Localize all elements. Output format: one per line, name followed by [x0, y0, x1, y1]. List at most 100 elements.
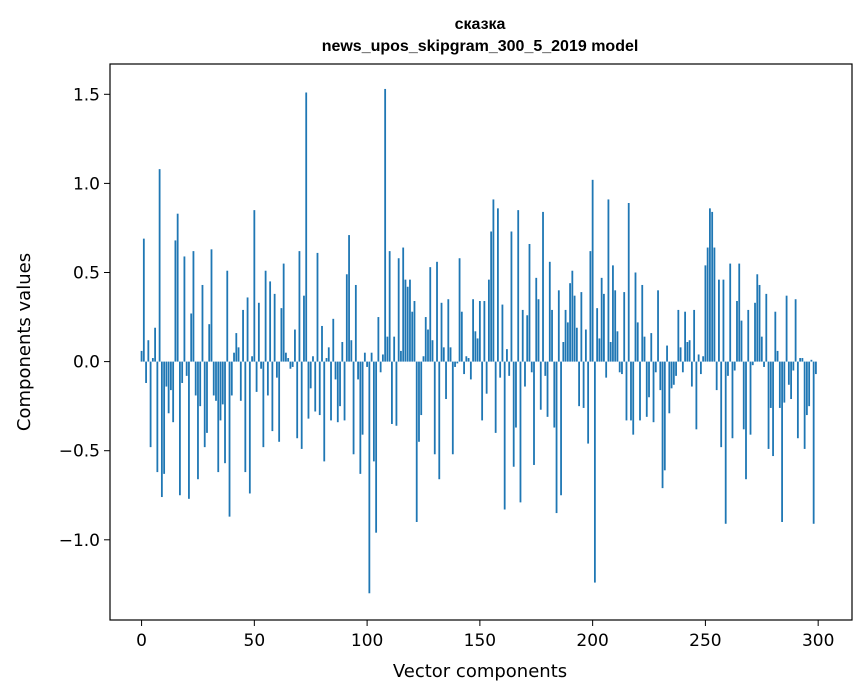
- bar: [174, 240, 177, 362]
- bar: [654, 361, 657, 373]
- bar: [670, 361, 673, 389]
- bar: [325, 358, 328, 362]
- bar: [357, 361, 359, 380]
- bar: [652, 361, 655, 423]
- bar: [409, 279, 411, 362]
- y-axis-ticks: −1.0 −0.5 0.0 0.5 1.0 1.5: [59, 85, 110, 551]
- bar: [621, 361, 623, 375]
- bar: [384, 88, 387, 362]
- bar: [303, 295, 305, 362]
- y-tick-label: 1.0: [73, 174, 100, 194]
- bar: [465, 356, 468, 362]
- bar: [420, 361, 423, 416]
- bar: [625, 361, 628, 421]
- bar: [693, 309, 696, 362]
- bar: [715, 361, 718, 391]
- bar: [449, 347, 452, 362]
- bar: [603, 293, 605, 362]
- bar: [539, 361, 542, 410]
- bar: [508, 361, 511, 376]
- x-tick-label: 250: [689, 631, 721, 651]
- bar: [808, 361, 811, 407]
- bar: [199, 361, 202, 407]
- bar: [765, 293, 768, 362]
- bar: [609, 342, 612, 362]
- bar: [751, 361, 754, 366]
- bar: [251, 356, 253, 362]
- bar: [370, 352, 373, 362]
- bar: [147, 340, 150, 362]
- bar: [630, 361, 632, 421]
- bar: [237, 347, 240, 362]
- bar: [210, 249, 213, 362]
- bar: [483, 301, 486, 362]
- bar: [163, 361, 166, 474]
- bar: [181, 361, 184, 383]
- bar: [742, 361, 745, 430]
- bar: [686, 342, 689, 362]
- bar: [756, 274, 759, 362]
- bar: [140, 350, 143, 362]
- bar: [481, 361, 484, 421]
- bar: [645, 361, 648, 417]
- bar: [614, 290, 617, 362]
- bar: [740, 320, 743, 362]
- bar: [379, 361, 382, 373]
- bar: [386, 336, 389, 362]
- bar: [472, 299, 474, 362]
- bar: [348, 235, 350, 362]
- bar: [485, 361, 488, 394]
- bar: [492, 199, 495, 362]
- bar: [377, 317, 380, 362]
- bar: [812, 361, 815, 524]
- bar: [266, 361, 269, 396]
- bar: [769, 361, 772, 408]
- bar: [560, 361, 562, 496]
- bar: [668, 361, 671, 414]
- bar: [296, 361, 299, 439]
- bar: [343, 361, 346, 421]
- bar: [528, 243, 531, 362]
- bar: [546, 361, 549, 417]
- bar: [535, 277, 538, 362]
- bar: [562, 342, 565, 362]
- bar: [663, 361, 666, 471]
- bar: [783, 361, 786, 403]
- bar: [517, 210, 520, 362]
- bar: [352, 361, 355, 455]
- bar: [636, 322, 639, 362]
- bar: [469, 361, 472, 380]
- bar: [699, 361, 702, 375]
- bar: [575, 327, 578, 362]
- bar: [677, 309, 680, 362]
- x-tick-label: 0: [136, 631, 147, 651]
- bar: [269, 281, 272, 362]
- bar: [305, 92, 308, 362]
- bar: [264, 270, 267, 362]
- bar: [551, 309, 553, 362]
- bar: [612, 265, 614, 362]
- bar: [402, 247, 405, 362]
- bar: [720, 361, 723, 448]
- chart-subtitle: news_upos_skipgram_300_5_2019 model: [322, 38, 639, 55]
- bar: [169, 361, 172, 391]
- bar: [206, 361, 208, 433]
- bar: [391, 361, 393, 424]
- bar: [172, 361, 175, 423]
- bar: [190, 313, 193, 362]
- bar: [239, 361, 242, 401]
- bar: [262, 361, 265, 448]
- bar: [354, 284, 357, 362]
- bar: [591, 179, 594, 362]
- bar: [192, 251, 195, 362]
- bar: [291, 361, 294, 367]
- bar: [185, 361, 188, 376]
- bar: [648, 361, 650, 398]
- bar: [167, 361, 170, 414]
- bar: [253, 210, 256, 362]
- bar: [494, 361, 497, 433]
- bar: [440, 302, 443, 362]
- bar: [512, 361, 515, 467]
- bar: [803, 361, 806, 449]
- bar: [226, 270, 229, 362]
